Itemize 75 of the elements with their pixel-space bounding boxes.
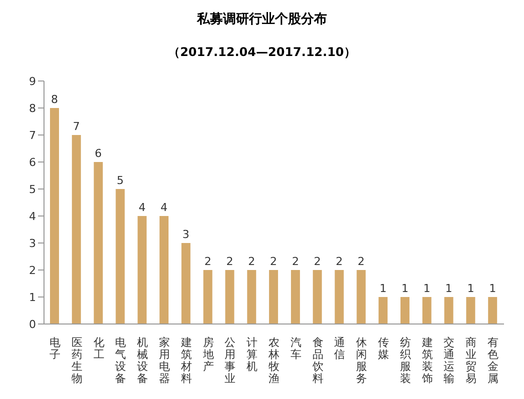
x-tick-label: 食品饮料 [311, 336, 324, 385]
x-tick-label: 通信 [334, 336, 346, 361]
data-label: 1 [380, 282, 387, 295]
y-tick-label: 4 [29, 210, 36, 223]
y-tick-label: 3 [29, 236, 36, 250]
data-label: 1 [489, 282, 496, 295]
bar [116, 189, 125, 324]
x-tick-label: 建筑装饰 [420, 336, 433, 385]
y-tick-label: 8 [29, 102, 36, 115]
data-label: 1 [445, 282, 452, 295]
x-tick-label: 汽车 [290, 336, 302, 361]
data-label: 2 [358, 255, 365, 268]
x-tick-label: 化工 [93, 336, 104, 361]
data-label: 7 [72, 120, 80, 133]
x-tick-label: 家用电器 [158, 336, 170, 385]
data-label: 3 [182, 228, 190, 241]
bar [378, 297, 388, 324]
x-tick-label: 电子 [49, 336, 60, 361]
y-tick-label: 6 [29, 156, 36, 169]
x-tick-label: 休闲服务 [356, 336, 368, 385]
data-label: 2 [204, 255, 212, 268]
bar [138, 216, 147, 324]
y-tick-label: 2 [29, 264, 36, 277]
bar [72, 135, 81, 324]
y-tick-label: 5 [29, 182, 36, 196]
x-tick-label: 房地产 [202, 336, 214, 373]
bar [312, 270, 322, 324]
bar [334, 270, 344, 324]
x-tick-label: 交通运输 [444, 336, 455, 385]
chart-title: 私募调研行业个股分布 [196, 11, 328, 28]
bar [225, 270, 234, 324]
data-label: 2 [270, 255, 278, 268]
data-label: 8 [51, 93, 58, 106]
data-label: 4 [160, 201, 168, 214]
y-tick-label: 0 [29, 318, 36, 331]
y-tick-label: 7 [29, 128, 36, 142]
data-label: 2 [226, 255, 234, 268]
bar [466, 297, 476, 324]
data-label: 2 [292, 255, 299, 268]
y-tick-label: 1 [29, 290, 36, 304]
x-tick-label: 商业贸易 [466, 336, 477, 385]
data-label: 5 [116, 174, 124, 187]
bar [356, 270, 366, 324]
bar [400, 297, 410, 324]
chart-subtitle: （2017.12.04—2017.12.10） [167, 44, 357, 61]
x-tick-label: 医药生物 [71, 336, 82, 385]
x-tick-label: 有色金属 [488, 336, 499, 385]
bar [269, 270, 278, 324]
data-label: 2 [336, 255, 343, 268]
data-label: 1 [423, 282, 430, 295]
x-tick-label: 建筑材料 [180, 336, 192, 385]
bar [488, 297, 498, 324]
data-label: 2 [314, 255, 321, 268]
x-tick-label: 机械设备 [137, 336, 148, 385]
bar [444, 297, 454, 324]
x-tick-label: 纺织服装 [400, 336, 411, 385]
bar [181, 243, 190, 324]
x-tick-label: 计算机 [246, 336, 258, 373]
bar [203, 270, 212, 324]
bar [50, 108, 59, 324]
bar [290, 270, 300, 324]
bar [94, 162, 103, 324]
data-label: 2 [248, 255, 256, 268]
bar [422, 297, 432, 324]
data-label: 4 [138, 201, 146, 214]
x-tick-label: 传媒 [378, 336, 390, 361]
data-label: 6 [94, 147, 102, 160]
data-label: 1 [467, 282, 474, 295]
bar [160, 216, 169, 324]
bar [247, 270, 256, 324]
x-tick-label: 电气设备 [115, 336, 126, 385]
data-label: 1 [401, 282, 408, 295]
x-tick-label: 公用事业 [224, 336, 236, 385]
y-tick-label: 9 [29, 74, 36, 88]
x-tick-label: 农林牧渔 [268, 336, 280, 385]
